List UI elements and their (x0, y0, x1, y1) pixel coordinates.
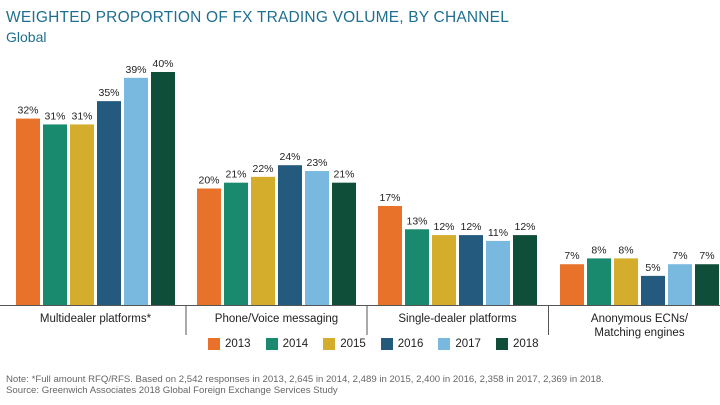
category-label: Matching engines (594, 327, 684, 339)
data-label: 23% (306, 157, 327, 169)
category-label: Multidealer platforms* (40, 313, 152, 325)
bar-2013 (197, 188, 221, 305)
bar-2018 (513, 235, 537, 305)
chart-title: WEIGHTED PROPORTION OF FX TRADING VOLUME… (6, 9, 510, 26)
legend-item: 2014 (265, 338, 309, 350)
chart-footnote: Note: *Full amount RFQ/RFS. Based on 2,5… (6, 374, 718, 396)
legend-swatch (495, 338, 508, 350)
legend-label: 2016 (397, 338, 424, 350)
bar-2017 (668, 264, 692, 305)
bar-2018 (695, 264, 719, 305)
category-label: Phone/Voice messaging (215, 313, 338, 325)
data-label: 8% (618, 244, 633, 256)
bar-2018 (332, 182, 356, 305)
bar-2014 (224, 182, 248, 305)
data-label: 8% (591, 244, 606, 256)
data-label: 7% (699, 250, 714, 262)
legend-item: 2016 (380, 338, 424, 350)
data-label: 22% (252, 163, 273, 175)
legend-swatch (265, 338, 278, 350)
data-label: 39% (125, 64, 146, 76)
bar-2015 (614, 258, 638, 305)
data-label: 5% (645, 262, 660, 274)
data-label: 7% (564, 250, 579, 262)
data-label: 11% (488, 227, 508, 239)
legend-label: 2015 (340, 338, 366, 350)
bar-2017 (305, 171, 329, 305)
legend-label: 2013 (225, 338, 251, 350)
category-label: Anonymous ECNs/ (591, 313, 689, 325)
bar-2016 (641, 275, 665, 305)
legend-swatch (323, 338, 336, 350)
data-label: 40% (152, 58, 173, 70)
legend-item: 2013 (208, 338, 251, 350)
data-label: 31% (71, 110, 92, 122)
data-label: 12% (460, 221, 481, 233)
chart-subtitle: Global (6, 29, 47, 45)
data-label: 20% (198, 175, 219, 187)
data-label: 31% (44, 110, 65, 122)
bar-2017 (124, 77, 148, 305)
bar-2013 (560, 264, 584, 305)
bar-2016 (97, 101, 121, 305)
bar-2017 (486, 240, 510, 305)
data-label: 21% (333, 169, 354, 181)
data-label: 32% (17, 105, 38, 117)
data-label: 13% (406, 215, 427, 227)
data-label: 21% (225, 169, 246, 181)
note-text: Note: *Full amount RFQ/RFS. Based on 2,5… (6, 374, 604, 385)
legend-label: 2017 (455, 338, 481, 350)
bar-2016 (278, 165, 302, 305)
legend-swatch (380, 338, 393, 350)
legend-swatch (208, 338, 220, 350)
data-label: 12% (433, 221, 454, 233)
legend-swatch (438, 338, 451, 350)
bar-2018 (151, 72, 175, 305)
source-text: Source: Greenwich Associates 2018 Global… (6, 385, 338, 396)
data-label: 12% (514, 221, 535, 233)
bar-2014 (587, 258, 611, 305)
legend-item: 2015 (323, 338, 366, 350)
data-label: 7% (672, 250, 687, 262)
legend-item: 2018 (495, 338, 539, 350)
data-label: 35% (98, 87, 119, 99)
chart-legend: 2013 2014 2015 2016 2017 2018 (208, 338, 539, 350)
data-label: 17% (379, 192, 400, 204)
legend-item: 2017 (438, 338, 481, 350)
data-label: 24% (279, 151, 300, 163)
bar-2013 (16, 118, 40, 305)
legend-label: 2014 (282, 338, 309, 350)
bar-2014 (405, 229, 429, 305)
bar-2016 (459, 235, 483, 305)
bar-2015 (251, 176, 275, 305)
bar-2015 (432, 235, 456, 305)
bar-2014 (43, 124, 67, 305)
bar-2013 (378, 205, 402, 305)
legend-label: 2018 (512, 338, 539, 350)
category-label: Single-dealer platforms (398, 313, 517, 325)
bar-2015 (70, 124, 94, 305)
